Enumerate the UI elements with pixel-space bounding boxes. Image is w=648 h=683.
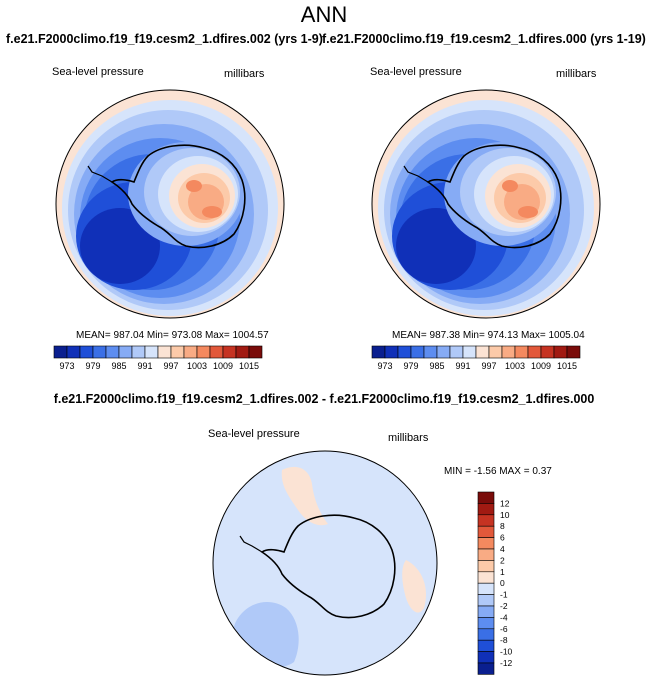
colorbar-swatch (477, 560, 495, 573)
colorbar-swatch (449, 345, 464, 359)
colorbar-swatch (477, 503, 495, 516)
colorbar-swatch (477, 594, 495, 607)
colorbar-swatch (371, 345, 386, 359)
page-title: ANN (300, 2, 348, 27)
colorbar-tick-label: -4 (500, 612, 508, 622)
colorbar-swatch (540, 345, 555, 359)
colorbar-tick-label: 12 (500, 498, 510, 508)
colorbar-swatch (410, 345, 425, 359)
colorbar-swatch (477, 628, 495, 641)
colorbar-swatch (477, 514, 495, 527)
colorbar-tick-label: 2 (500, 555, 505, 565)
colorbar-swatch (553, 345, 568, 359)
colorbar-tick-label: 991 (455, 361, 470, 371)
left-polar-map (55, 89, 285, 319)
colorbar-tick-label: 6 (500, 533, 505, 543)
colorbar-swatch (222, 345, 237, 359)
colorbar-tick-label: 10 (500, 510, 510, 520)
colorbar-tick-label: 979 (403, 361, 418, 371)
colorbar-tick-label: 997 (163, 361, 178, 371)
colorbar-swatch (397, 345, 412, 359)
colorbar-swatch (501, 345, 516, 359)
colorbar-tick-label: 979 (85, 361, 100, 371)
colorbar-tick-label: 0 (500, 578, 505, 588)
colorbar-swatch (462, 345, 477, 359)
colorbar-tick-label: 985 (111, 361, 126, 371)
colorbar-tick-label: 1003 (505, 361, 525, 371)
diff-stats: MIN = -1.56 MAX = 0.37 (444, 466, 552, 477)
colorbar-swatch (566, 345, 581, 359)
colorbar-tick-label: 973 (59, 361, 74, 371)
colorbar-swatch (475, 345, 490, 359)
right-stats: MEAN= 987.38 Min= 974.13 Max= 1005.04 (392, 330, 585, 341)
colorbar-swatch (514, 345, 529, 359)
colorbar-swatch (53, 345, 68, 359)
colorbar-swatch (477, 525, 495, 538)
colorbar-swatch (477, 537, 495, 550)
diff-units-label: millibars (388, 432, 429, 444)
colorbar-tick-label: 4 (500, 544, 505, 554)
right-polar-map (371, 89, 601, 319)
left-case-title: f.e21.F2000climo.f19_f19.cesm2_1.dfires.… (6, 32, 323, 46)
colorbar-tick-label: -8 (500, 635, 508, 645)
right-colorbar: 973 979 985 991 997 1003 1009 1015 (371, 345, 581, 371)
colorbar-swatch (477, 605, 495, 618)
colorbar-swatch (118, 345, 133, 359)
colorbar-tick-label: 997 (481, 361, 496, 371)
colorbar-swatch (144, 345, 159, 359)
colorbar-tick-label: 1 (500, 567, 505, 577)
right-units-label: millibars (556, 68, 597, 80)
colorbar-swatch (66, 345, 81, 359)
colorbar-tick-label: 973 (377, 361, 392, 371)
colorbar-tick-label: -2 (500, 601, 508, 611)
left-stats: MEAN= 987.04 Min= 973.08 Max= 1004.57 (76, 330, 269, 341)
colorbar-swatch (477, 548, 495, 561)
colorbar-swatch (196, 345, 211, 359)
diff-polar-map (212, 450, 438, 676)
colorbar-tick-label: 1009 (531, 361, 551, 371)
colorbar-swatch (527, 345, 542, 359)
colorbar-swatch (105, 345, 120, 359)
right-case-title: f.e21.F2000climo.f19_f19.cesm2_1.dfires.… (322, 32, 646, 46)
colorbar-swatch (248, 345, 263, 359)
colorbar-swatch (183, 345, 198, 359)
colorbar-swatch (477, 617, 495, 630)
left-units-label: millibars (224, 68, 265, 80)
colorbar-swatch (436, 345, 451, 359)
colorbar-swatch (477, 491, 495, 504)
colorbar-tick-label: 985 (429, 361, 444, 371)
colorbar-swatch (477, 639, 495, 652)
colorbar-tick-label: -12 (500, 658, 513, 668)
colorbar-swatch (131, 345, 146, 359)
colorbar-tick-label: 1003 (187, 361, 207, 371)
colorbar-swatch (79, 345, 94, 359)
colorbar-swatch (477, 651, 495, 664)
colorbar-swatch (235, 345, 250, 359)
colorbar-swatch (170, 345, 185, 359)
colorbar-swatch (423, 345, 438, 359)
colorbar-swatch (477, 571, 495, 584)
colorbar-tick-label: 1015 (239, 361, 259, 371)
colorbar-swatch (209, 345, 224, 359)
right-variable-label: Sea-level pressure (370, 66, 462, 78)
left-colorbar: 973 979 985 991 997 1003 1009 1015 (53, 345, 263, 371)
colorbar-tick-label: -10 (500, 647, 513, 657)
diff-variable-label: Sea-level pressure (208, 428, 300, 440)
left-variable-label: Sea-level pressure (52, 66, 144, 78)
diff-title: f.e21.F2000climo.f19_f19.cesm2_1.dfires.… (53, 392, 595, 406)
colorbar-tick-label: 8 (500, 521, 505, 531)
colorbar-tick-label: -6 (500, 624, 508, 634)
colorbar-swatch (92, 345, 107, 359)
colorbar-swatch (157, 345, 172, 359)
colorbar-tick-label: 1015 (557, 361, 577, 371)
colorbar-tick-label: 1009 (213, 361, 233, 371)
colorbar-swatch (488, 345, 503, 359)
colorbar-swatch (477, 582, 495, 595)
colorbar-tick-label: 991 (137, 361, 152, 371)
colorbar-tick-label: -1 (500, 590, 508, 600)
colorbar-swatch (384, 345, 399, 359)
colorbar-swatch (477, 662, 495, 675)
